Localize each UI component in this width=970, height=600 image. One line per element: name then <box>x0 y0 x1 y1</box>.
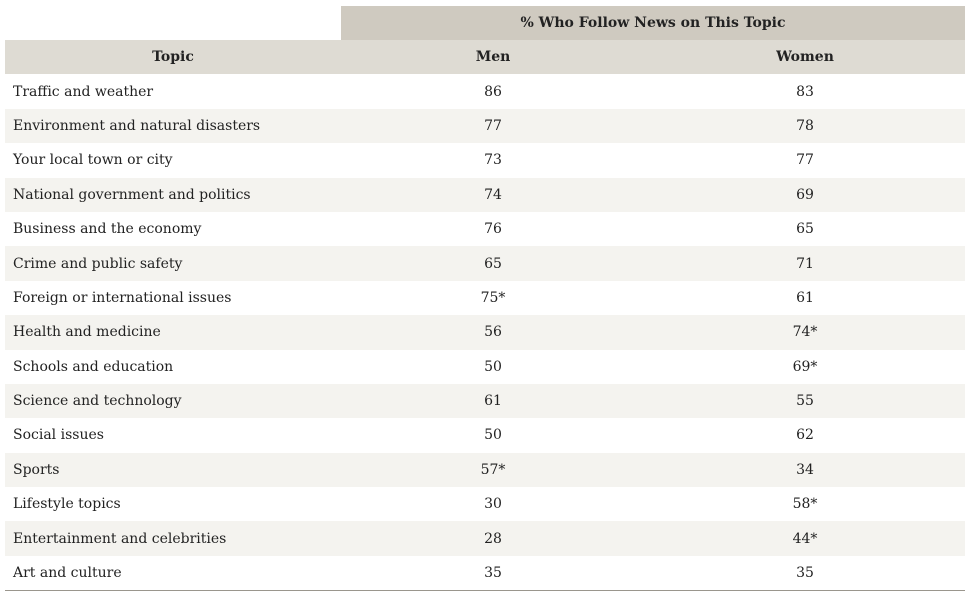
cell-women-value: 44* <box>792 530 818 547</box>
table-row: Health and medicine 56 74* <box>5 315 965 350</box>
column-header-men: Men <box>475 49 511 66</box>
cell-topic: Sports <box>13 461 60 478</box>
cell-women-value: 78 <box>796 117 814 134</box>
cell-topic: Crime and public safety <box>13 255 183 272</box>
cell-topic: Traffic and weather <box>13 83 154 100</box>
bottom-rule <box>5 590 965 592</box>
cell-topic: Entertainment and celebrities <box>13 530 227 547</box>
cell-topic: Art and culture <box>13 565 122 582</box>
cell-men-value: 77 <box>484 117 502 134</box>
table-row: Lifestyle topics 30 58* <box>5 487 965 522</box>
cell-men-value: 73 <box>484 152 502 169</box>
cell-men-value: 56 <box>484 324 502 341</box>
cell-women-value: 34 <box>796 461 814 478</box>
column-header-row: Topic Men Women <box>5 40 965 75</box>
cell-women-value: 55 <box>796 393 814 410</box>
table-row: Art and culture 35 35 <box>5 555 965 591</box>
table-row: National government and politics 74 69 <box>5 177 965 212</box>
table-row: Entertainment and celebrities 28 44* <box>5 521 965 556</box>
cell-men-value: 57* <box>480 461 506 478</box>
cell-topic: Your local town or city <box>13 152 173 169</box>
cell-women-value: 83 <box>796 83 814 100</box>
cell-men-value: 50 <box>484 427 502 444</box>
table-row: Schools and education 50 69* <box>5 349 965 384</box>
column-header-topic: Topic <box>152 49 194 66</box>
table-row: Business and the economy 76 65 <box>5 211 965 247</box>
cell-women-value: 69 <box>796 186 814 203</box>
cell-topic: Lifestyle topics <box>13 496 121 513</box>
table-row: Sports 57* 34 <box>5 452 965 488</box>
cell-men-value: 50 <box>484 358 502 375</box>
cell-women-value: 69* <box>792 358 818 375</box>
cell-men-value: 35 <box>484 565 502 582</box>
super-header-label: % Who Follow News on This Topic <box>341 6 965 40</box>
cell-women-value: 65 <box>796 221 814 238</box>
super-header-blank <box>5 6 341 40</box>
cell-men-value: 65 <box>484 255 502 272</box>
news-topics-table: % Who Follow News on This Topic Topic Me… <box>5 6 965 592</box>
cell-men-value: 61 <box>484 393 502 410</box>
table-row: Traffic and weather 86 83 <box>5 74 965 109</box>
cell-topic: Social issues <box>13 427 104 444</box>
cell-men-value: 30 <box>484 496 502 513</box>
cell-men-value: 86 <box>484 83 502 100</box>
cell-men-value: 75* <box>480 289 506 306</box>
cell-topic: Health and medicine <box>13 324 161 341</box>
cell-topic: National government and politics <box>13 186 251 203</box>
cell-women-value: 62 <box>796 427 814 444</box>
cell-topic: Environment and natural disasters <box>13 117 261 134</box>
table-body: Traffic and weather 86 83 Environment and n… <box>5 74 965 591</box>
super-header-row: % Who Follow News on This Topic <box>5 6 965 40</box>
cell-women-value: 58* <box>792 496 818 513</box>
cell-men-value: 76 <box>484 221 502 238</box>
table-row: Science and technology 61 55 <box>5 383 965 419</box>
cell-topic: Business and the economy <box>13 221 202 238</box>
column-header-women: Women <box>776 49 834 66</box>
cell-men-value: 28 <box>484 530 502 547</box>
cell-women-value: 74* <box>792 324 818 341</box>
table-row: Crime and public safety 65 71 <box>5 246 965 281</box>
cell-women-value: 61 <box>796 289 814 306</box>
table-row: Foreign or international issues 75* 61 <box>5 280 965 316</box>
table-row: Social issues 50 62 <box>5 418 965 453</box>
cell-men-value: 74 <box>484 186 502 203</box>
table-row: Environment and natural disasters 77 78 <box>5 108 965 144</box>
table-row: Your local town or city 73 77 <box>5 143 965 178</box>
cell-topic: Schools and education <box>13 358 174 375</box>
cell-women-value: 35 <box>796 565 814 582</box>
cell-women-value: 77 <box>796 152 814 169</box>
cell-topic: Science and technology <box>13 393 182 410</box>
cell-women-value: 71 <box>796 255 814 272</box>
cell-topic: Foreign or international issues <box>13 289 232 306</box>
